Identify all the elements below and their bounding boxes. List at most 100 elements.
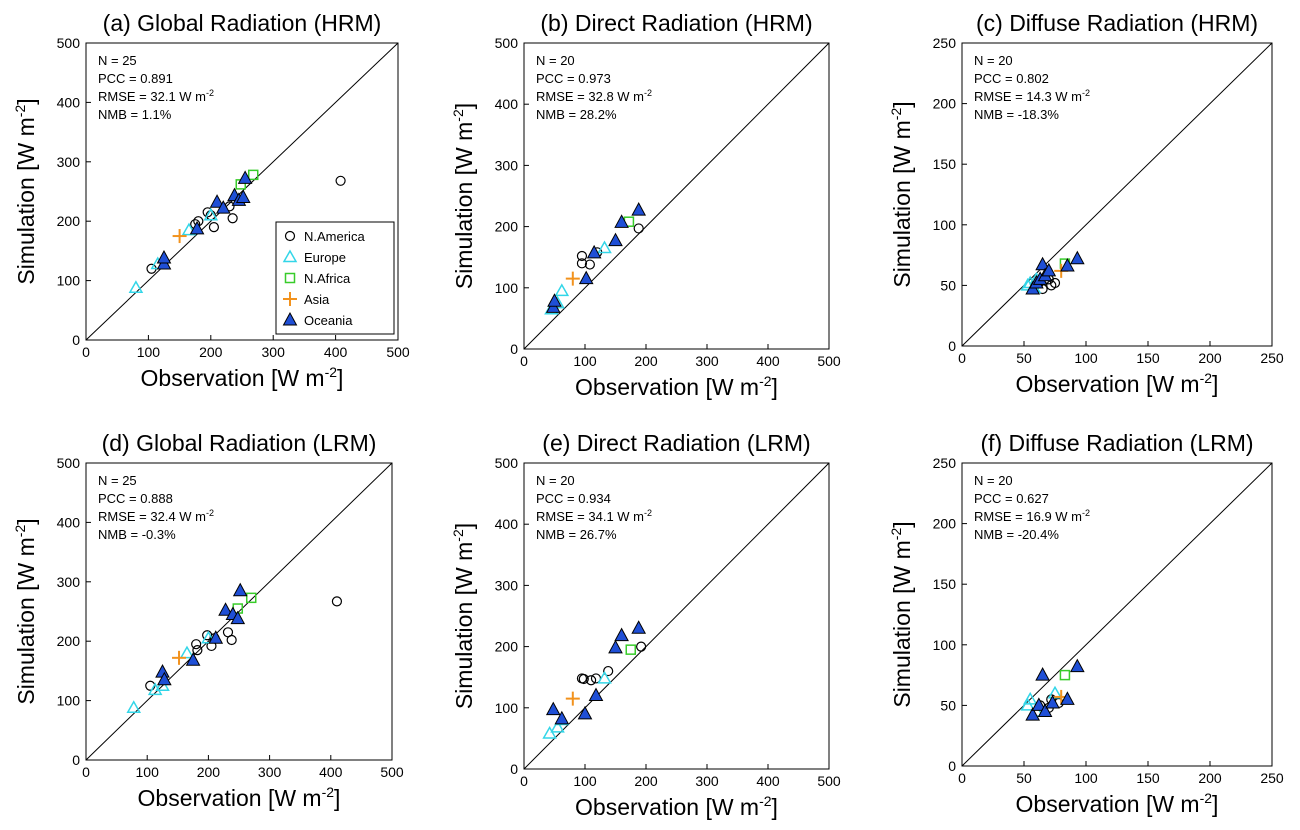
stat-line: RMSE = 32.4 W m-2 xyxy=(98,508,214,524)
europe-point xyxy=(597,670,612,684)
legend: N.America Europe N.Africa Asia Oceania xyxy=(275,221,395,335)
n-america-point xyxy=(227,213,238,224)
n-africa-point xyxy=(245,592,257,604)
x-tick-label: 200 xyxy=(634,353,658,369)
stat-line: NMB = 26.7% xyxy=(536,527,617,542)
y-tick-label: 300 xyxy=(495,157,519,173)
n-america-point xyxy=(335,175,346,186)
n-america-point xyxy=(576,258,588,269)
stat-line: NMB = 1.1% xyxy=(98,107,172,122)
y-axis-label: Simulation [W m-2] xyxy=(450,103,477,289)
data-points xyxy=(126,582,343,713)
oceania-point xyxy=(232,582,248,597)
europe-point xyxy=(203,207,219,221)
oceania-point xyxy=(554,710,570,725)
one-to-one-line xyxy=(85,42,399,341)
x-tick-label: 150 xyxy=(1136,350,1160,366)
europe-point xyxy=(550,719,565,733)
x-tick-label: 0 xyxy=(520,353,528,369)
stat-line: N = 25 xyxy=(98,53,137,68)
y-tick-label: 200 xyxy=(495,219,519,235)
europe-point xyxy=(179,645,195,659)
oceania-point xyxy=(1045,694,1060,709)
x-tick-label: 500 xyxy=(817,353,841,369)
x-tick-label: 200 xyxy=(199,344,223,360)
oceania-point xyxy=(545,701,561,716)
legend-label: N.America xyxy=(304,229,365,244)
series-oceania xyxy=(1025,250,1085,295)
one-to-one-line xyxy=(961,42,1273,347)
x-axis-label: Observation [W m-2] xyxy=(138,784,341,811)
x-tick-label: 250 xyxy=(1260,770,1284,786)
series-asia xyxy=(172,229,187,244)
y-tick-label: 150 xyxy=(933,576,957,592)
oceania-point xyxy=(1035,256,1050,271)
oceania-point xyxy=(208,630,224,644)
panel-title: (b) Direct Radiation (HRM) xyxy=(540,10,812,36)
stat-line: N = 20 xyxy=(974,473,1013,488)
oceania-point xyxy=(1025,707,1041,721)
y-tick-label: 300 xyxy=(57,154,81,170)
y-tick-label: 500 xyxy=(495,35,519,51)
oceania-point xyxy=(237,170,253,184)
y-tick-label: 0 xyxy=(510,341,518,357)
n-america-point xyxy=(636,641,647,652)
panel-title: (f) Diffuse Radiation (LRM) xyxy=(980,430,1253,456)
panel-title: (c) Diffuse Radiation (HRM) xyxy=(976,10,1258,36)
n-america-point xyxy=(226,634,237,646)
x-tick-label: 300 xyxy=(258,764,282,780)
stat-line: RMSE = 34.1 W m-2 xyxy=(536,508,652,524)
x-tick-label: 400 xyxy=(324,344,348,360)
panel-title: (d) Global Radiation (LRM) xyxy=(102,430,377,456)
europe-point xyxy=(147,682,163,696)
europe-point xyxy=(128,280,144,293)
y-tick-label: 0 xyxy=(948,338,956,354)
x-tick-label: 500 xyxy=(386,344,410,360)
n-america-point xyxy=(585,675,597,686)
y-tick-label: 250 xyxy=(933,455,957,471)
x-tick-label: 100 xyxy=(1074,770,1098,786)
x-tick-label: 500 xyxy=(817,773,841,789)
oceania-point xyxy=(1069,658,1085,673)
europe-point xyxy=(1020,697,1036,711)
y-tick-label: 0 xyxy=(510,761,518,777)
y-tick-label: 200 xyxy=(57,213,81,229)
series-asia xyxy=(172,650,187,665)
data-points xyxy=(1020,658,1085,721)
y-tick-label: 100 xyxy=(57,693,81,709)
x-tick-label: 200 xyxy=(1198,350,1222,366)
x-axis-label: Observation [W m-2] xyxy=(575,373,778,400)
stat-line: N = 20 xyxy=(536,473,575,488)
x-tick-label: 400 xyxy=(319,764,343,780)
series-oceania xyxy=(1025,658,1085,721)
plot-frame xyxy=(85,462,393,761)
x-tick-label: 50 xyxy=(1016,770,1032,786)
y-tick-label: 0 xyxy=(948,758,956,774)
stat-line: NMB = -20.4% xyxy=(974,527,1059,542)
n-america-point xyxy=(603,665,614,677)
x-tick-label: 0 xyxy=(958,350,966,366)
y-tick-label: 200 xyxy=(933,96,957,112)
series-oceania xyxy=(545,620,647,725)
oceania-point xyxy=(1069,250,1085,265)
n-america-point xyxy=(633,223,644,234)
legend-label: Oceania xyxy=(304,313,353,328)
x-tick-label: 150 xyxy=(1136,770,1160,786)
oceania-point xyxy=(586,244,602,259)
oceania-point xyxy=(156,249,172,264)
series-n-africa xyxy=(625,644,636,655)
panel-d: (d) Global Radiation (LRM) 00 100 100 200 200… xyxy=(12,430,404,811)
y-tick-label: 100 xyxy=(933,217,957,233)
y-tick-label: 200 xyxy=(933,516,957,532)
europe-point xyxy=(201,630,216,644)
n-america-point xyxy=(284,230,296,242)
series-asia xyxy=(565,691,580,706)
x-tick-label: 200 xyxy=(1198,770,1222,786)
stat-line: NMB = -0.3% xyxy=(98,527,176,542)
stat-line: PCC = 0.934 xyxy=(536,491,611,506)
y-tick-label: 300 xyxy=(57,574,81,590)
series-n-america xyxy=(576,641,647,686)
n-america-point xyxy=(192,645,203,656)
y-tick-label: 200 xyxy=(57,633,81,649)
